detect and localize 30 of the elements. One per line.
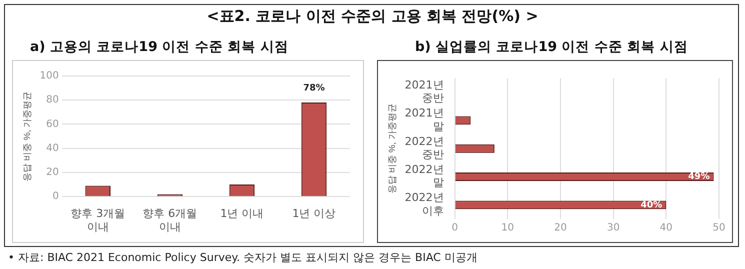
x-tick-label: 1년 이내 [220,207,264,220]
x-tick-label: 20 [554,222,567,234]
x-tick-label: 향후 6개월 이내 [142,207,198,234]
y-tick-label: 2021년 중반 [404,78,444,105]
x-tick-label: 1년 이상 [292,207,336,220]
data-label: 49% [688,172,710,182]
y-tick-label: 2022년 중반 [404,134,444,162]
chart-title: a) 고용의 코로나19 이전 수준 회복 시점 [30,38,288,56]
y-tick-label: 100 [40,70,59,82]
text: <표2. 코로나 이전 수준의 고용 회복 전망(%) > [206,7,540,26]
y-tick-label: 2021년 말 [404,106,444,133]
y-axis-title: 응답 비중 %, 가중평균 [22,91,32,182]
y-tick-label: 40 [46,142,59,154]
y-tick-label: 20 [46,167,59,178]
y-tick-label: 80 [46,94,59,106]
chart-title: b) 실업률의 코로나19 이전 수준 회복 시점 [415,38,688,56]
x-tick-label: 0 [452,222,458,234]
y-axis-title: 응답 비중 %, 가중평균 [386,104,397,194]
x-tick-label: 10 [501,222,514,234]
y-tick-label: 2022년 이후 [404,191,444,218]
x-tick-label: 40 [660,222,673,234]
data-label: 40% [640,200,662,210]
x-tick-label: 향후 3개월 이내 [70,207,126,234]
x-tick-label: 30 [606,222,620,234]
y-tick-label: 2022년 말 [404,163,444,190]
data-label: 78% [303,83,325,94]
y-tick-label: 60 [46,118,59,130]
text: • 자료: BIAC 2021 Economic Policy Survey. 숫자가 별도 표시되지 않은 경우는 BIAC 미공개 [8,250,478,265]
x-tick-label: 50 [712,222,726,234]
y-tick-label: 0 [52,191,59,202]
